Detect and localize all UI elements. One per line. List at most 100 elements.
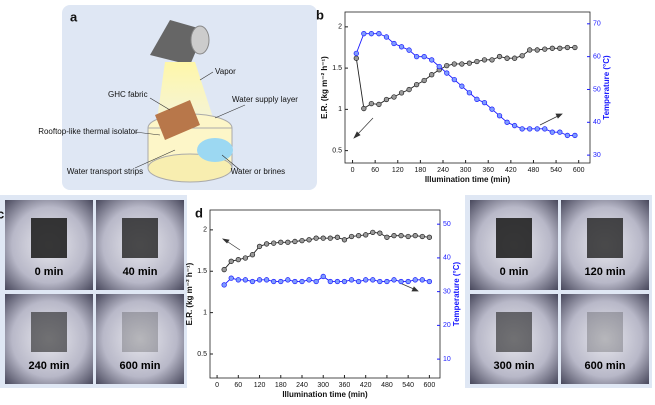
data-point (413, 53, 420, 60)
data-point (406, 86, 412, 93)
part-label-wrap: Water supply layer Rooftop-like thermal … (38, 95, 298, 176)
part-label: Rooftop-like thermal isolator (38, 127, 138, 136)
data-point (489, 57, 495, 63)
data-point (263, 277, 270, 283)
data-point (348, 233, 355, 240)
data-point (519, 53, 525, 59)
data-point (474, 96, 480, 102)
data-point (426, 278, 433, 285)
data-point (384, 234, 390, 240)
y-tick-label: 2 (203, 227, 207, 234)
data-point (504, 55, 510, 61)
data-point (249, 252, 256, 258)
data-point (412, 233, 418, 239)
plot-frame (209, 209, 441, 379)
data-point (419, 233, 425, 240)
data-point (542, 46, 548, 52)
part-label: GHC fabric (108, 90, 148, 99)
x-tick-label: 480 (381, 382, 393, 389)
x-tick-label: 420 (505, 167, 517, 174)
x-tick-label: 240 (296, 382, 308, 389)
data-point (353, 55, 359, 61)
data-point (363, 277, 369, 283)
y2-tick-label: 60 (593, 53, 601, 60)
data-point (249, 278, 256, 285)
photo (96, 294, 184, 384)
callout-lines (134, 71, 246, 171)
data-point (221, 266, 227, 273)
data-point (228, 258, 234, 264)
data-point (444, 70, 450, 76)
y-axis-label: E.R. (kg m⁻² h⁻¹) (320, 56, 329, 119)
data-point (519, 126, 525, 132)
data-point (549, 45, 555, 51)
data-point (370, 277, 376, 283)
y-axis-label: E.R. (kg m⁻² h⁻¹) (185, 262, 194, 325)
data-point (534, 47, 540, 53)
data-point (320, 273, 326, 280)
data-point (459, 61, 465, 67)
data-point (377, 230, 383, 236)
photo-sample (587, 218, 623, 258)
data-point (221, 282, 227, 288)
data-point (527, 47, 533, 53)
data-point (278, 278, 284, 285)
arrows (221, 113, 563, 292)
x-tick-label: 300 (460, 167, 472, 174)
data-point (421, 53, 427, 60)
photo-caption: 0 min (500, 266, 529, 278)
data-point (384, 278, 390, 285)
data-point (421, 77, 427, 84)
panel-label: c (0, 206, 4, 221)
part-label: Water or brines (231, 167, 285, 176)
x-tick-label: 540 (402, 382, 414, 389)
photo-sample (122, 312, 158, 352)
y2-tick-label: 40 (443, 255, 451, 262)
x-tick-label: 240 (437, 167, 449, 174)
x-tick-label: 180 (275, 382, 287, 389)
x-tick-label: 180 (415, 167, 427, 174)
data-point (413, 81, 420, 88)
data-point (481, 99, 488, 106)
data-point (391, 94, 397, 100)
data-point (299, 278, 305, 285)
photo-caption: 40 min (123, 266, 158, 278)
photo-caption: 120 min (585, 266, 626, 278)
data-point (405, 233, 411, 240)
data-point (285, 277, 291, 283)
x-tick-label: 360 (339, 382, 351, 389)
data-point (429, 72, 435, 78)
y2-tick-label: 20 (443, 322, 451, 329)
y-tick-label: 0.5 (197, 351, 207, 358)
data-point (474, 58, 480, 65)
x-tick-label: 600 (424, 382, 436, 389)
data-point (327, 235, 333, 241)
data-point (341, 278, 348, 285)
data-point (496, 53, 503, 60)
data-point (353, 50, 359, 57)
y2-tick-label: 50 (593, 86, 601, 93)
y2-tick-label: 30 (443, 288, 451, 295)
data-point (228, 275, 234, 281)
data-point (363, 232, 369, 238)
data-point (496, 113, 503, 119)
data-point (405, 278, 411, 285)
part-label: Water transport strips (67, 167, 143, 176)
data-point (391, 277, 397, 283)
data-point (368, 100, 375, 107)
y2-tick-label: 50 (443, 221, 451, 228)
x-axis-label: Illumination time (min) (425, 175, 511, 184)
y2-tick-label: 30 (593, 152, 601, 159)
data-point (527, 126, 533, 132)
data-point (406, 47, 412, 53)
data-point (391, 40, 397, 47)
data-point (361, 105, 367, 112)
schematic-art (147, 20, 233, 183)
y2-tick-label: 10 (443, 356, 451, 363)
data-point (306, 237, 312, 243)
plot-frame (344, 11, 591, 164)
data-point (419, 277, 425, 283)
data-point (511, 122, 518, 129)
data-point (361, 31, 367, 37)
